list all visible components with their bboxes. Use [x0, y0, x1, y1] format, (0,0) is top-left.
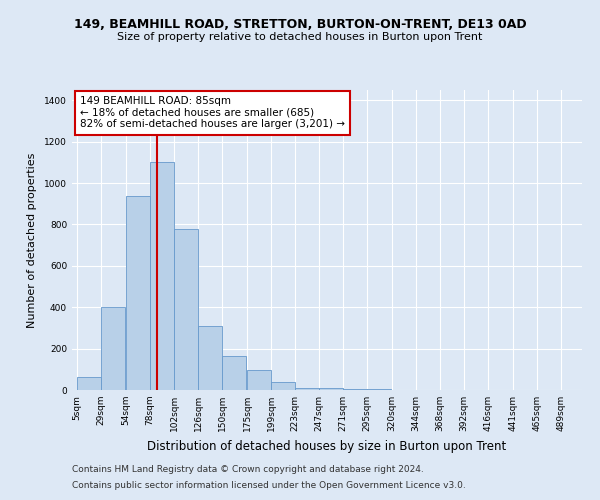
Text: 149 BEAMHILL ROAD: 85sqm
← 18% of detached houses are smaller (685)
82% of semi-: 149 BEAMHILL ROAD: 85sqm ← 18% of detach…	[80, 96, 345, 130]
Bar	[150, 162, 174, 390]
Text: Size of property relative to detached houses in Burton upon Trent: Size of property relative to detached ho…	[118, 32, 482, 42]
Bar	[343, 389, 367, 390]
Bar	[126, 196, 150, 390]
Bar	[367, 389, 391, 390]
Y-axis label: Number of detached properties: Number of detached properties	[27, 152, 37, 328]
Bar	[295, 388, 319, 390]
Text: Contains HM Land Registry data © Crown copyright and database right 2024.: Contains HM Land Registry data © Crown c…	[72, 466, 424, 474]
Bar	[174, 228, 198, 390]
Text: Contains public sector information licensed under the Open Government Licence v3: Contains public sector information licen…	[72, 480, 466, 490]
Bar	[271, 382, 295, 390]
Bar	[101, 307, 125, 390]
Bar	[198, 326, 222, 390]
Bar	[247, 370, 271, 390]
Bar	[319, 388, 343, 390]
Bar	[77, 376, 101, 390]
X-axis label: Distribution of detached houses by size in Burton upon Trent: Distribution of detached houses by size …	[148, 440, 506, 452]
Text: 149, BEAMHILL ROAD, STRETTON, BURTON-ON-TRENT, DE13 0AD: 149, BEAMHILL ROAD, STRETTON, BURTON-ON-…	[74, 18, 526, 30]
Bar	[222, 356, 246, 390]
